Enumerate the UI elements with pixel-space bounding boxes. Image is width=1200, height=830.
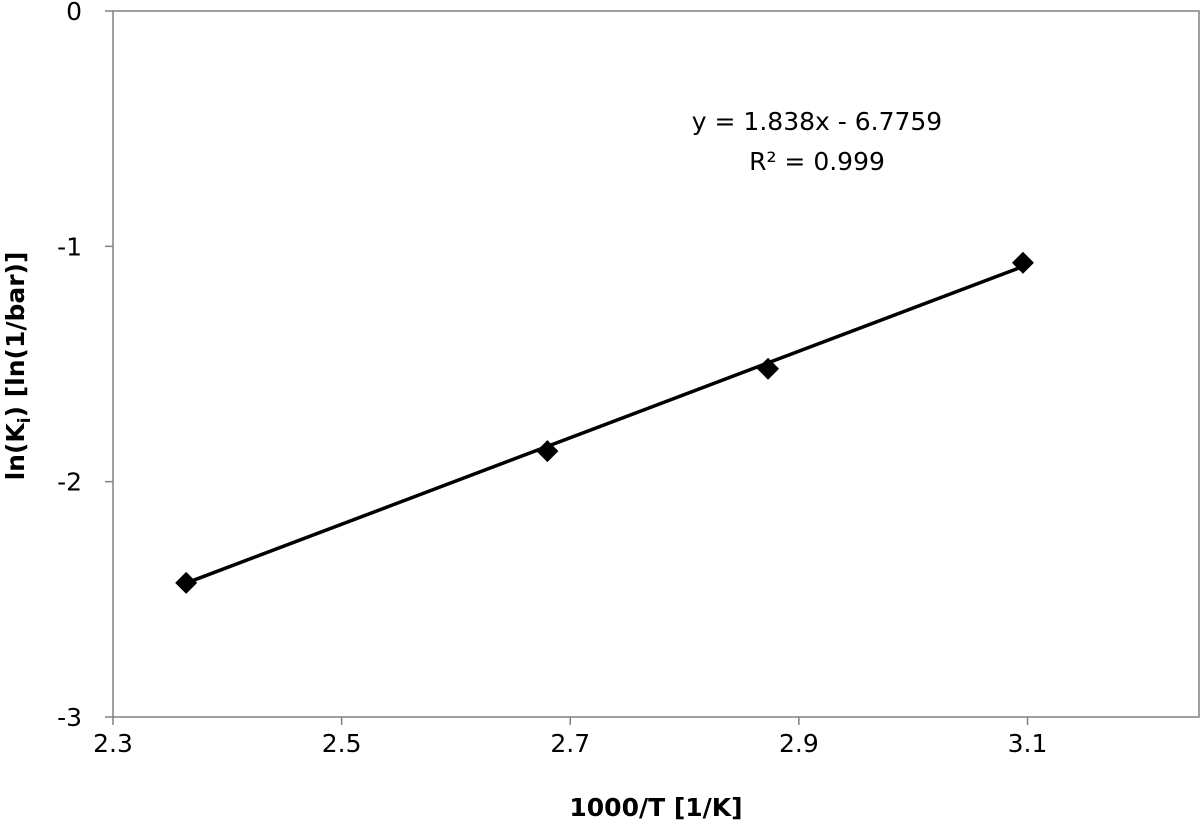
x-tick-label: 3.1: [1008, 729, 1048, 758]
y-tick-label: -3: [57, 703, 82, 732]
x-tick-label: 2.9: [779, 729, 819, 758]
y-tick-label: 0: [66, 0, 82, 26]
x-tick-label: 2.3: [93, 729, 133, 758]
x-tick-label: 2.7: [550, 729, 590, 758]
y-axis-title-subscript: i: [15, 417, 35, 423]
x-axis-tick-labels: 2.3 2.5 2.7 2.9 3.1: [93, 729, 1047, 758]
y-axis-title-rest: ) [ln(1/bar)]: [1, 252, 30, 418]
y-tick-label: -2: [57, 468, 82, 497]
y-tick-label: -1: [57, 232, 82, 261]
plot-area: [112, 10, 1200, 718]
y-axis-ticks: [105, 10, 113, 718]
y-axis-title-main: ln(K: [1, 422, 30, 481]
data-point-marker: [175, 571, 198, 594]
x-tick-label: 2.5: [322, 729, 362, 758]
x-axis-ticks: [112, 717, 1029, 725]
x-axis-title: 1000/T [1/K]: [569, 793, 742, 822]
y-axis-tick-labels: 0 -1 -2 -3: [57, 0, 82, 732]
equation-annotation: y = 1.838x - 6.7759: [692, 107, 942, 136]
trendline: [185, 264, 1024, 585]
data-points: [175, 251, 1034, 594]
y-axis-title: ln(Ki) [ln(1/bar)]: [1, 252, 35, 481]
r-squared-annotation: R² = 0.999: [749, 147, 885, 176]
data-point-marker: [536, 440, 559, 463]
data-point-marker: [1011, 251, 1034, 274]
data-point-marker: [757, 357, 780, 380]
